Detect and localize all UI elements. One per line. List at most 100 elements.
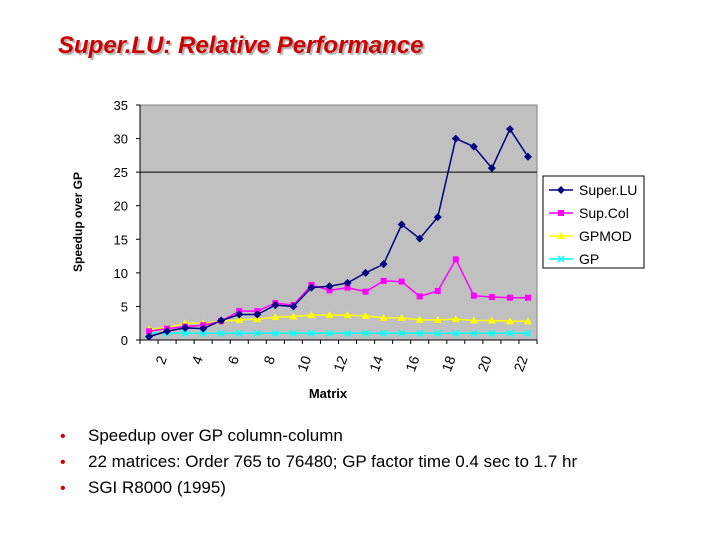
series-line [148, 314, 528, 331]
data-point-stroke [181, 329, 189, 337]
data-point [361, 311, 370, 319]
data-point [235, 310, 244, 319]
data-point [557, 232, 565, 239]
data-point [488, 294, 495, 301]
data-point-stroke [343, 329, 352, 337]
legend-entry: Sup.Col [549, 205, 629, 221]
data-point [433, 315, 442, 323]
data-point [163, 327, 172, 336]
data-point [326, 287, 333, 294]
data-point [524, 294, 531, 301]
bullet-marker: • [60, 454, 66, 471]
data-point [452, 329, 460, 337]
series-line [148, 127, 529, 338]
axes-group: 0 5 10 15 20 25 30 35 2 4 6 8 10 12 14 16 18 20 22 [114, 98, 538, 374]
data-point-stroke [524, 329, 532, 337]
bullet-item: • 22 matrices: Order 765 to 76480; GP fa… [60, 452, 577, 478]
x-tick-label: 22 [510, 353, 530, 373]
data-point [416, 329, 424, 337]
data-point [325, 311, 334, 319]
data-point [557, 255, 565, 263]
data-point [506, 329, 514, 337]
legend: Super.LU Sup.Col GPMOD GP [542, 175, 645, 269]
y-axis-label: Speedup over GP [71, 172, 85, 272]
data-point [271, 301, 280, 310]
data-point-stroke [307, 329, 315, 337]
data-point-stroke [557, 255, 565, 263]
x-tick-label: 4 [188, 353, 206, 366]
legend-label: Super.LU [579, 182, 637, 198]
legend-label: GPMOD [579, 228, 632, 244]
series-super-lu [145, 125, 532, 341]
data-point [523, 152, 532, 161]
data-point-stroke [452, 329, 460, 337]
x-tick-label: 16 [402, 353, 422, 373]
data-point [415, 315, 424, 323]
data-point [235, 315, 244, 323]
data-point [558, 210, 564, 216]
data-point [344, 284, 351, 291]
data-point [379, 260, 388, 269]
data-point [362, 329, 370, 337]
x-tick-label: 2 [152, 353, 170, 366]
data-point-stroke [506, 329, 514, 337]
data-point [145, 332, 154, 341]
data-point-stroke [289, 329, 297, 337]
data-point [506, 294, 513, 301]
data-point [199, 324, 208, 333]
data-point [434, 329, 442, 337]
data-point [433, 213, 442, 222]
bullet-text: SGI R8000 (1995) [88, 478, 226, 497]
bullet-item: • SGI R8000 (1995) [60, 478, 577, 504]
y-tick-label: 15 [114, 232, 128, 247]
data-point-stroke [434, 329, 442, 337]
data-point [146, 328, 153, 335]
data-point [434, 287, 441, 294]
data-point [307, 329, 315, 337]
data-point [253, 310, 262, 319]
data-point [325, 329, 334, 337]
data-point [451, 134, 460, 143]
plot-background [139, 104, 538, 341]
slide-title: Super.LU: Relative Performance [58, 32, 424, 59]
x-tick-label: 12 [330, 353, 350, 373]
bullet-marker: • [60, 480, 66, 497]
y-tick-label: 35 [114, 98, 128, 113]
data-point [505, 317, 514, 325]
data-point-stroke [271, 329, 279, 337]
y-tick-label: 25 [114, 165, 128, 180]
data-point [415, 234, 424, 243]
data-point [524, 329, 532, 337]
y-tick-label: 5 [121, 299, 128, 314]
data-point [325, 282, 334, 291]
data-point [397, 313, 406, 321]
legend-label: Sup.Col [579, 205, 629, 221]
x-tick-label: 8 [260, 353, 278, 366]
data-point [289, 312, 298, 320]
data-point [271, 329, 279, 337]
data-point [505, 125, 514, 134]
bullet-list: • Speedup over GP column-column • 22 mat… [60, 426, 577, 504]
data-point-stroke [253, 329, 261, 337]
data-point [362, 288, 369, 295]
legend-entry: Super.LU [549, 182, 637, 198]
data-point [217, 316, 226, 325]
x-tick-label: 6 [224, 353, 242, 366]
data-point [469, 316, 478, 324]
speedup-chart: 0 5 10 15 20 25 30 35 2 4 6 8 10 12 14 16 18 20 22 Super.L… [71, 98, 645, 401]
series-gp [145, 329, 532, 337]
y-tick-label: 20 [114, 199, 128, 214]
plot-area-group [139, 104, 538, 341]
y-tick-label: 0 [121, 333, 128, 348]
series-line [148, 257, 528, 333]
data-point-stroke [488, 329, 496, 337]
data-point [398, 278, 405, 285]
data-point [343, 278, 352, 287]
data-point [361, 268, 370, 277]
y-tick-label: 10 [114, 266, 128, 281]
data-point [470, 292, 477, 299]
data-point [557, 186, 565, 194]
legend-entry: GPMOD [549, 228, 632, 244]
data-point-stroke [416, 329, 424, 337]
data-point [289, 302, 298, 311]
